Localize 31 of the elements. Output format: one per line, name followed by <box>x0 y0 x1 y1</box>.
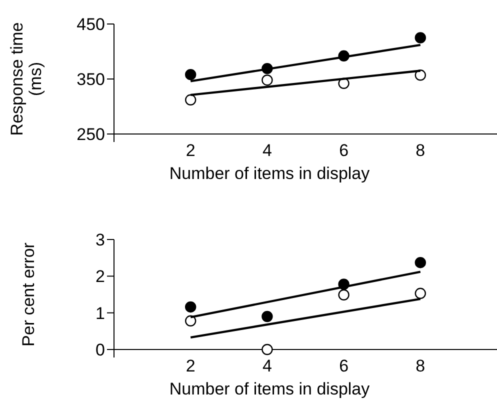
x-tick-label: 2 <box>186 356 196 376</box>
y-tick-label: 3 <box>96 230 105 250</box>
point <box>185 94 196 106</box>
y-tick-label: 250 <box>76 124 105 144</box>
point <box>262 74 273 86</box>
x-tick-label: 4 <box>262 141 272 160</box>
point <box>185 69 196 80</box>
y-tick-label: 1 <box>96 304 105 323</box>
point <box>338 289 350 300</box>
point <box>262 310 273 322</box>
point <box>414 70 426 81</box>
x-axis-title: Number of items in display <box>169 380 370 398</box>
x-tick-label: 8 <box>416 141 426 160</box>
point <box>414 257 426 268</box>
x-tick-label: 2 <box>186 141 196 160</box>
y-tick-label: 0 <box>96 340 105 360</box>
y-tick-label: 450 <box>76 14 105 34</box>
x-tick-label: 6 <box>339 356 349 376</box>
point <box>262 344 273 356</box>
y-axis-title: Per cent error <box>18 242 38 346</box>
point <box>185 301 196 313</box>
x-axis-title: Number of items in display <box>169 164 370 183</box>
x-tick-label: 8 <box>416 356 426 376</box>
x-tick-label: 6 <box>339 141 349 160</box>
y-axis-title: Response time (ms) <box>7 22 45 136</box>
point <box>414 288 426 299</box>
point <box>414 32 426 44</box>
x-tick-label: 4 <box>262 356 272 376</box>
point <box>185 315 196 326</box>
y-tick-label: 2 <box>96 267 105 286</box>
y-tick-label: 350 <box>76 70 105 89</box>
